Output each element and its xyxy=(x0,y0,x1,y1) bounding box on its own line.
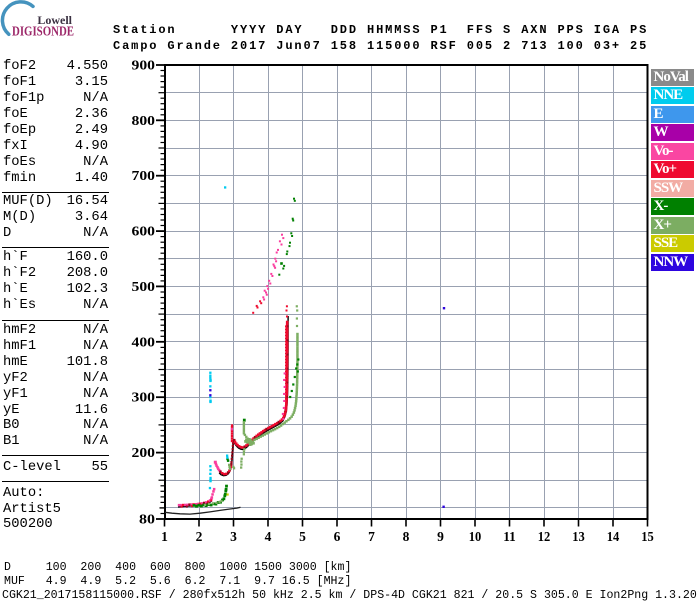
svg-text:6: 6 xyxy=(334,529,341,544)
svg-text:9: 9 xyxy=(437,529,444,544)
svg-text:10: 10 xyxy=(469,529,482,544)
svg-text:5: 5 xyxy=(299,529,306,544)
svg-text:11: 11 xyxy=(503,529,516,544)
svg-text:4: 4 xyxy=(265,529,272,544)
svg-text:8: 8 xyxy=(403,529,410,544)
svg-text:1: 1 xyxy=(161,529,168,544)
svg-text:2: 2 xyxy=(196,529,203,544)
svg-text:13: 13 xyxy=(572,529,585,544)
svg-text:200: 200 xyxy=(132,445,156,460)
svg-text:300: 300 xyxy=(132,390,156,405)
svg-text:500: 500 xyxy=(132,279,156,294)
svg-text:14: 14 xyxy=(607,529,620,544)
svg-text:800: 800 xyxy=(132,113,156,128)
svg-text:DIGISONDE: DIGISONDE xyxy=(12,24,74,39)
svg-text:700: 700 xyxy=(132,168,156,183)
svg-text:Lowell: Lowell xyxy=(37,13,72,27)
svg-text:400: 400 xyxy=(132,334,156,349)
svg-text:7: 7 xyxy=(368,529,375,544)
svg-text:900: 900 xyxy=(132,58,156,73)
svg-text:80: 80 xyxy=(139,512,155,527)
svg-text:600: 600 xyxy=(132,224,156,239)
svg-text:15: 15 xyxy=(641,529,654,544)
svg-text:3: 3 xyxy=(230,529,237,544)
svg-text:12: 12 xyxy=(538,529,551,544)
